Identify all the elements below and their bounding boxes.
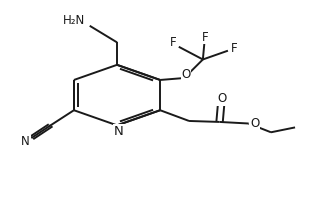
Text: N: N [21,135,30,148]
Text: N: N [114,125,123,138]
Text: H₂N: H₂N [63,14,86,27]
Text: F: F [170,36,176,49]
Text: O: O [250,117,259,130]
Text: O: O [217,92,226,105]
Text: F: F [202,30,209,44]
Text: O: O [181,68,191,81]
Text: F: F [231,42,238,55]
